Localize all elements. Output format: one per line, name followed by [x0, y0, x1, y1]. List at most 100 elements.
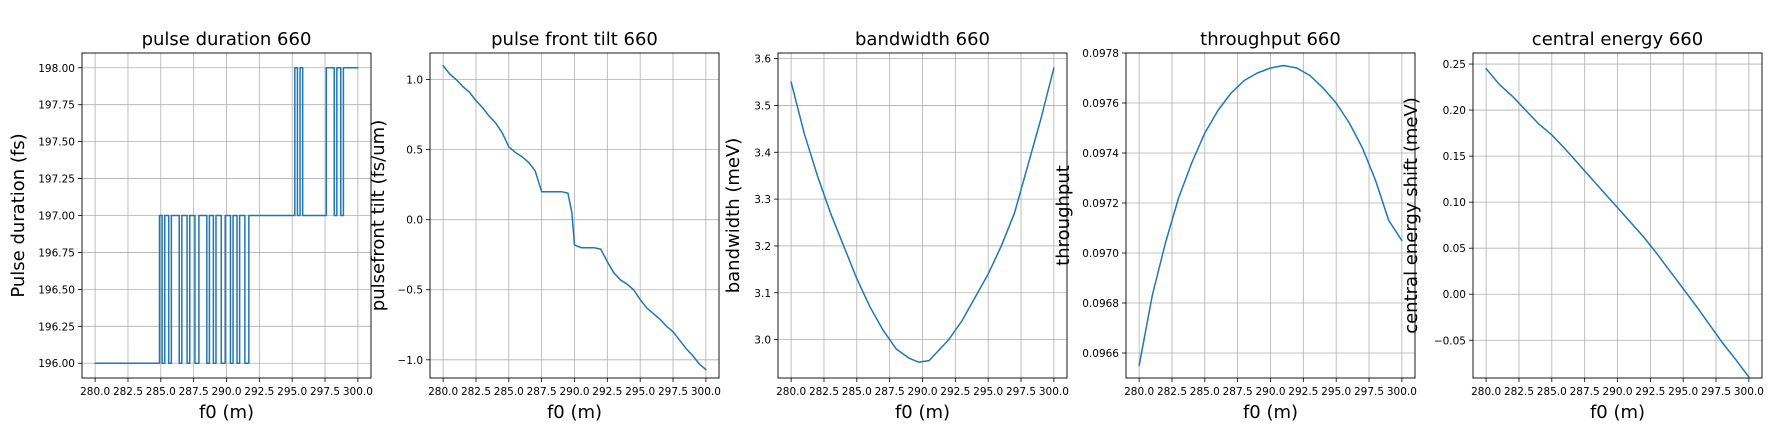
series-line [94, 67, 359, 364]
x-tick-label: 300.0 [343, 386, 373, 398]
x-tick-label: 285.0 [1537, 386, 1567, 398]
x-tick-label: 297.5 [1006, 386, 1036, 398]
y-axis-label: central energy shift (meV) [1401, 97, 1422, 334]
y-tick-label: −1.0 [398, 355, 424, 367]
x-tick-label: 295.0 [1321, 386, 1351, 398]
y-tick-label: 0.05 [1443, 243, 1466, 255]
y-axis-label: bandwidth (meV) [723, 138, 744, 294]
x-tick-label: 287.5 [179, 386, 209, 398]
y-tick-label: 0.10 [1443, 197, 1466, 209]
chart-panel-1: 280.0 282.5 285.0 287.5 290.0 292.5 295.0 297.5… [8, 29, 373, 423]
chart-title: central energy 660 [1532, 29, 1703, 50]
y-tick-label: 0.0972 [1082, 198, 1119, 210]
chart-title: pulse duration 660 [142, 29, 312, 50]
chart-panel-5: 280.0 282.5 285.0 287.5 290.0 292.5 295.0 297.5… [1401, 29, 1764, 423]
x-tick-label: 282.5 [461, 386, 491, 398]
chart-panel-2: 280.0 282.5 285.0 287.5 290.0 292.5 295.0 297.5… [368, 29, 721, 423]
y-tick-label: 0.0970 [1082, 248, 1119, 260]
y-tick-label: 198.00 [38, 63, 75, 75]
y-tick-label: 3.1 [754, 288, 771, 300]
x-axis-label: f0 (m) [895, 402, 950, 423]
y-tick-label: −0.5 [398, 285, 424, 297]
x-tick-label: 280.0 [1124, 386, 1154, 398]
x-tick-label: 295.0 [625, 386, 655, 398]
x-tick-label: 282.5 [809, 386, 839, 398]
y-tick-label: 3.3 [754, 194, 771, 206]
x-tick-label: 292.5 [244, 386, 274, 398]
x-tick-label: 280.0 [80, 386, 110, 398]
x-axis-label: f0 (m) [547, 402, 602, 423]
y-tick-label: 197.75 [38, 100, 75, 112]
y-tick-label: −0.05 [1434, 335, 1466, 347]
y-tick-label: 196.25 [38, 321, 75, 333]
y-tick-label: 0.0976 [1082, 98, 1119, 110]
y-tick-label: 196.75 [38, 247, 75, 259]
chart-title: pulse front tilt 660 [491, 29, 658, 50]
chart-title: bandwidth 660 [855, 29, 990, 50]
x-tick-label: 280.0 [1471, 386, 1501, 398]
y-tick-label: 0.5 [406, 145, 423, 157]
y-tick-label: 3.4 [754, 147, 771, 159]
y-tick-label: 196.00 [38, 358, 75, 370]
y-tick-label: 197.50 [38, 137, 75, 149]
x-tick-label: 287.5 [875, 386, 905, 398]
y-tick-label: 3.6 [754, 54, 771, 66]
x-tick-label: 285.0 [494, 386, 524, 398]
x-tick-label: 285.0 [1190, 386, 1220, 398]
x-tick-label: 287.5 [527, 386, 557, 398]
y-tick-label: 197.00 [38, 211, 75, 223]
x-tick-label: 297.5 [310, 386, 340, 398]
x-tick-label: 297.5 [658, 386, 688, 398]
series-line [790, 67, 1055, 363]
x-tick-label: 292.5 [1288, 386, 1318, 398]
y-tick-label: 0.25 [1443, 59, 1466, 71]
x-tick-label: 300.0 [1734, 386, 1764, 398]
y-tick-label: 3.0 [754, 335, 771, 347]
x-tick-label: 290.0 [211, 386, 241, 398]
x-tick-label: 280.0 [428, 386, 458, 398]
y-axis-label: throughput [1053, 165, 1074, 266]
x-tick-label: 292.5 [940, 386, 970, 398]
chart-panel-3: 280.0 282.5 285.0 287.5 290.0 292.5 295.0 297.5… [723, 29, 1069, 423]
x-tick-label: 287.5 [1223, 386, 1253, 398]
series-line [1485, 67, 1750, 378]
y-tick-label: 3.5 [754, 100, 771, 112]
x-tick-label: 297.5 [1354, 386, 1384, 398]
x-axis-label: f0 (m) [199, 402, 254, 423]
x-tick-label: 285.0 [146, 386, 176, 398]
x-tick-label: 287.5 [1570, 386, 1600, 398]
x-tick-label: 292.5 [1635, 386, 1665, 398]
x-tick-label: 282.5 [113, 386, 143, 398]
chart-panel-4: 280.0 282.5 285.0 287.5 290.0 292.5 295.0 297.5… [1053, 29, 1417, 423]
x-tick-label: 292.5 [592, 386, 622, 398]
x-tick-label: 290.0 [1255, 386, 1285, 398]
y-tick-label: 0.0968 [1082, 298, 1119, 310]
y-tick-label: 0.0 [406, 215, 423, 227]
x-tick-label: 300.0 [1039, 386, 1069, 398]
x-tick-label: 290.0 [1602, 386, 1632, 398]
x-tick-label: 280.0 [776, 386, 806, 398]
x-tick-label: 297.5 [1701, 386, 1731, 398]
y-tick-label: 0.20 [1443, 105, 1466, 117]
series-line [442, 64, 707, 371]
x-axis-label: f0 (m) [1243, 402, 1298, 423]
y-axis-label: pulsefront tilt (fs/um) [368, 120, 389, 311]
y-tick-label: 197.25 [38, 174, 75, 186]
x-tick-label: 300.0 [1387, 386, 1417, 398]
series-line [1138, 64, 1403, 367]
y-tick-label: 0.00 [1443, 289, 1466, 301]
x-tick-label: 290.0 [559, 386, 589, 398]
y-tick-label: 1.0 [406, 75, 423, 87]
x-axis-label: f0 (m) [1590, 402, 1645, 423]
y-tick-label: 0.0966 [1082, 348, 1119, 360]
x-tick-label: 295.0 [1668, 386, 1698, 398]
x-tick-label: 300.0 [691, 386, 721, 398]
x-tick-label: 295.0 [277, 386, 307, 398]
y-axis-label: Pulse duration (fs) [8, 133, 29, 297]
x-tick-label: 285.0 [842, 386, 872, 398]
x-tick-label: 282.5 [1504, 386, 1534, 398]
y-tick-label: 0.15 [1443, 151, 1466, 163]
y-tick-label: 0.0978 [1082, 48, 1119, 60]
y-tick-label: 196.50 [38, 284, 75, 296]
